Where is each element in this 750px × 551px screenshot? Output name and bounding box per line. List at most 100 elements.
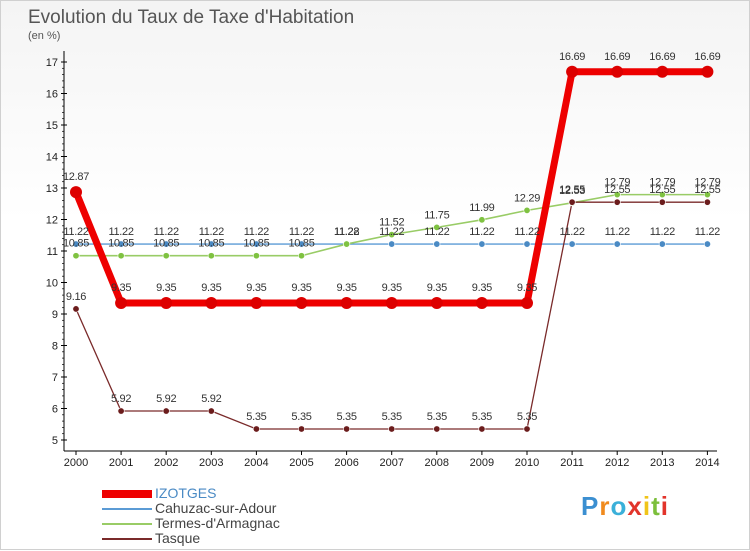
data-point	[703, 198, 711, 206]
legend-label: Termes-d'Armagnac	[155, 515, 280, 531]
data-point	[703, 240, 711, 248]
data-point	[703, 191, 711, 199]
logo-letter: o	[610, 491, 628, 521]
y-tick-label: 7	[52, 372, 58, 384]
data-label: 11.22	[424, 226, 449, 238]
x-tick-label: 2013	[650, 457, 674, 469]
x-tick-label: 2011	[560, 457, 584, 469]
y-tick-label: 6	[52, 404, 58, 416]
legend-label: Cahuzac-sur-Adour	[155, 500, 277, 516]
logo-letter: P	[581, 491, 600, 521]
legend-label: Tasque	[155, 530, 201, 546]
data-label: 5.92	[111, 393, 131, 405]
data-label: 11.75	[424, 209, 449, 221]
data-label: 10.85	[288, 238, 314, 250]
x-tick-label: 2006	[334, 457, 358, 469]
legend-swatch	[102, 538, 152, 540]
data-point	[478, 425, 486, 433]
data-label: 9.35	[382, 282, 402, 294]
data-point	[295, 296, 308, 309]
y-tick-label: 14	[46, 152, 58, 164]
data-label: 11.22	[514, 226, 539, 238]
data-point	[566, 65, 579, 78]
data-point	[521, 296, 533, 309]
data-point	[115, 296, 128, 309]
data-point	[72, 240, 80, 248]
data-label: 11.28	[334, 226, 359, 238]
data-point	[72, 305, 80, 313]
data-label: 9.35	[201, 282, 221, 294]
x-tick-label: 2005	[289, 457, 313, 469]
logo-letter: t	[651, 491, 661, 521]
legend-swatch	[102, 490, 152, 498]
data-label: 11.99	[469, 202, 494, 214]
data-point	[701, 65, 714, 78]
chart-unit: (en %)	[28, 30, 61, 42]
data-point	[523, 425, 531, 433]
data-point	[388, 425, 396, 433]
data-point	[160, 296, 173, 309]
x-tick-label: 2007	[379, 457, 403, 469]
data-point	[207, 407, 215, 415]
data-label: 11.52	[379, 217, 404, 229]
data-point	[430, 296, 443, 309]
data-label: 16.69	[694, 51, 720, 63]
data-label: 5.35	[472, 411, 492, 423]
data-point	[252, 425, 260, 433]
data-point	[613, 198, 621, 206]
data-label: 9.35	[336, 282, 356, 294]
legend-label: IZOTGES	[155, 485, 217, 501]
data-point	[297, 240, 305, 248]
data-label: 9.35	[156, 282, 176, 294]
y-tick-label: 10	[46, 278, 58, 290]
data-point	[207, 252, 215, 260]
data-point	[72, 252, 80, 260]
data-point	[162, 240, 170, 248]
data-point	[340, 296, 353, 309]
legend-swatch	[102, 508, 152, 510]
data-label: 11.22	[199, 226, 224, 238]
data-label: 11.22	[559, 226, 584, 238]
data-point	[433, 240, 441, 248]
data-point	[388, 240, 396, 248]
data-point	[658, 240, 666, 248]
y-tick-label: 12	[46, 215, 58, 227]
data-point	[250, 296, 263, 309]
data-label: 12.55	[649, 184, 675, 196]
data-label: 5.92	[156, 393, 176, 405]
data-label: 11.22	[605, 226, 630, 238]
data-label: 5.35	[336, 411, 356, 423]
data-label: 12.29	[514, 192, 540, 204]
logo-letter: r	[599, 491, 611, 521]
data-label: 11.22	[289, 226, 314, 238]
y-tick-label: 5	[52, 435, 58, 447]
data-label: 5.35	[517, 411, 537, 423]
data-label: 12.79	[649, 177, 675, 189]
data-label: 12.55	[694, 184, 720, 196]
y-tick-label: 8	[52, 341, 58, 353]
data-label: 12.79	[604, 177, 630, 189]
data-label: 10.85	[198, 238, 224, 250]
data-label: 9.35	[246, 282, 266, 294]
data-point	[207, 240, 215, 248]
data-label: 11.22	[379, 226, 404, 238]
data-label: 11.22	[108, 226, 133, 238]
data-point	[433, 425, 441, 433]
data-label: 10.85	[108, 238, 134, 250]
data-point	[613, 191, 621, 199]
data-label: 9.35	[291, 282, 311, 294]
data-label: 5.35	[382, 411, 402, 423]
proxiti-logo: Proxiti	[581, 491, 669, 522]
data-point	[613, 240, 621, 248]
x-tick-label: 2002	[154, 457, 178, 469]
data-label: 12.87	[63, 171, 89, 183]
data-label: 5.92	[201, 393, 221, 405]
y-tick-label: 9	[52, 309, 58, 321]
data-label: 11.22	[334, 226, 359, 238]
data-point	[70, 186, 82, 199]
data-label: 11.22	[695, 226, 720, 238]
y-tick-label: 16	[46, 89, 58, 101]
data-point	[162, 407, 170, 415]
x-tick-label: 2000	[64, 457, 88, 469]
